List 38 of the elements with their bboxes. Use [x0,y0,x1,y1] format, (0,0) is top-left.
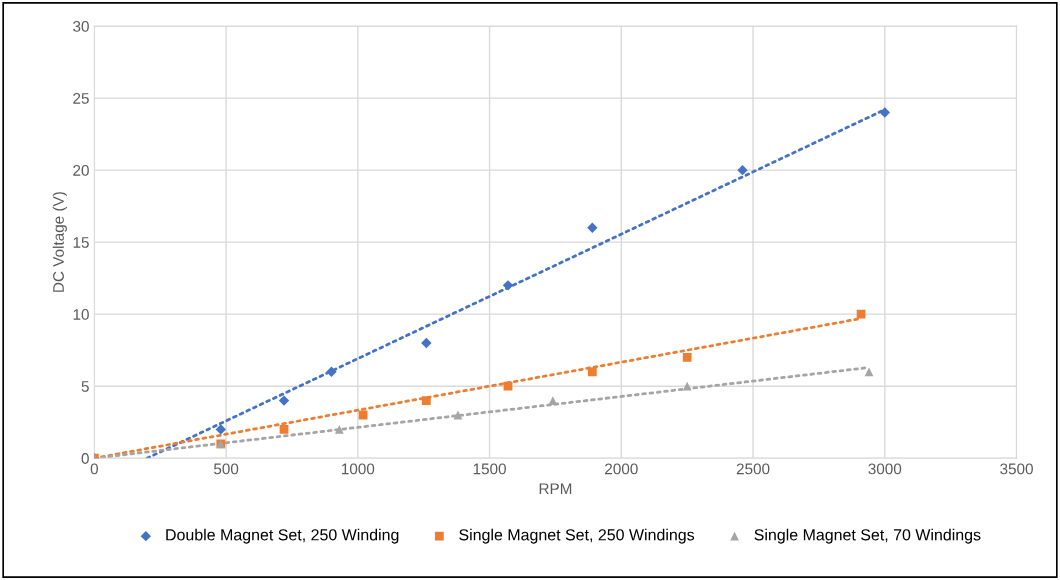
legend-label: Single Magnet Set, 70 Windings [754,528,981,544]
point [587,367,597,377]
point [421,337,432,349]
x-tick-label: 500 [213,463,239,475]
point [682,381,692,391]
point [215,424,227,435]
x-axis-title: RPM [539,483,572,494]
point [279,425,289,434]
x-tick-label: 3500 [1000,463,1033,475]
y-tick-label: 5 [81,381,89,392]
x-tick-label: 3000 [868,463,902,475]
point [502,280,514,291]
x-tick-label: 1000 [342,463,375,475]
x-tick-label: 1500 [473,463,506,475]
point [864,367,874,377]
y-tick-label: 25 [73,92,89,104]
legend-label: Double Magnet Set, 250 Winding [166,528,399,544]
point [587,222,598,233]
x-tick-label: 0 [90,463,98,475]
point [503,381,513,391]
y-tick-label: 15 [73,237,89,248]
point [278,395,290,406]
y-tick-label: 20 [73,165,89,176]
point [334,425,344,434]
x-tick-label: 2000 [605,463,638,475]
y-tick-label: 30 [73,20,89,32]
point [326,366,337,377]
point [453,410,463,420]
y-tick-label: 10 [73,309,89,320]
point [879,107,890,118]
point [421,396,431,405]
x-tick-label: 2500 [736,463,770,475]
y-axis-title: DC Voltage (V) [52,192,67,292]
y-tick-label: 0 [81,453,89,464]
point [856,309,866,319]
legend-label: Single Magnet Set, 250 Windings [459,528,695,544]
point [737,164,748,176]
point [682,352,692,362]
